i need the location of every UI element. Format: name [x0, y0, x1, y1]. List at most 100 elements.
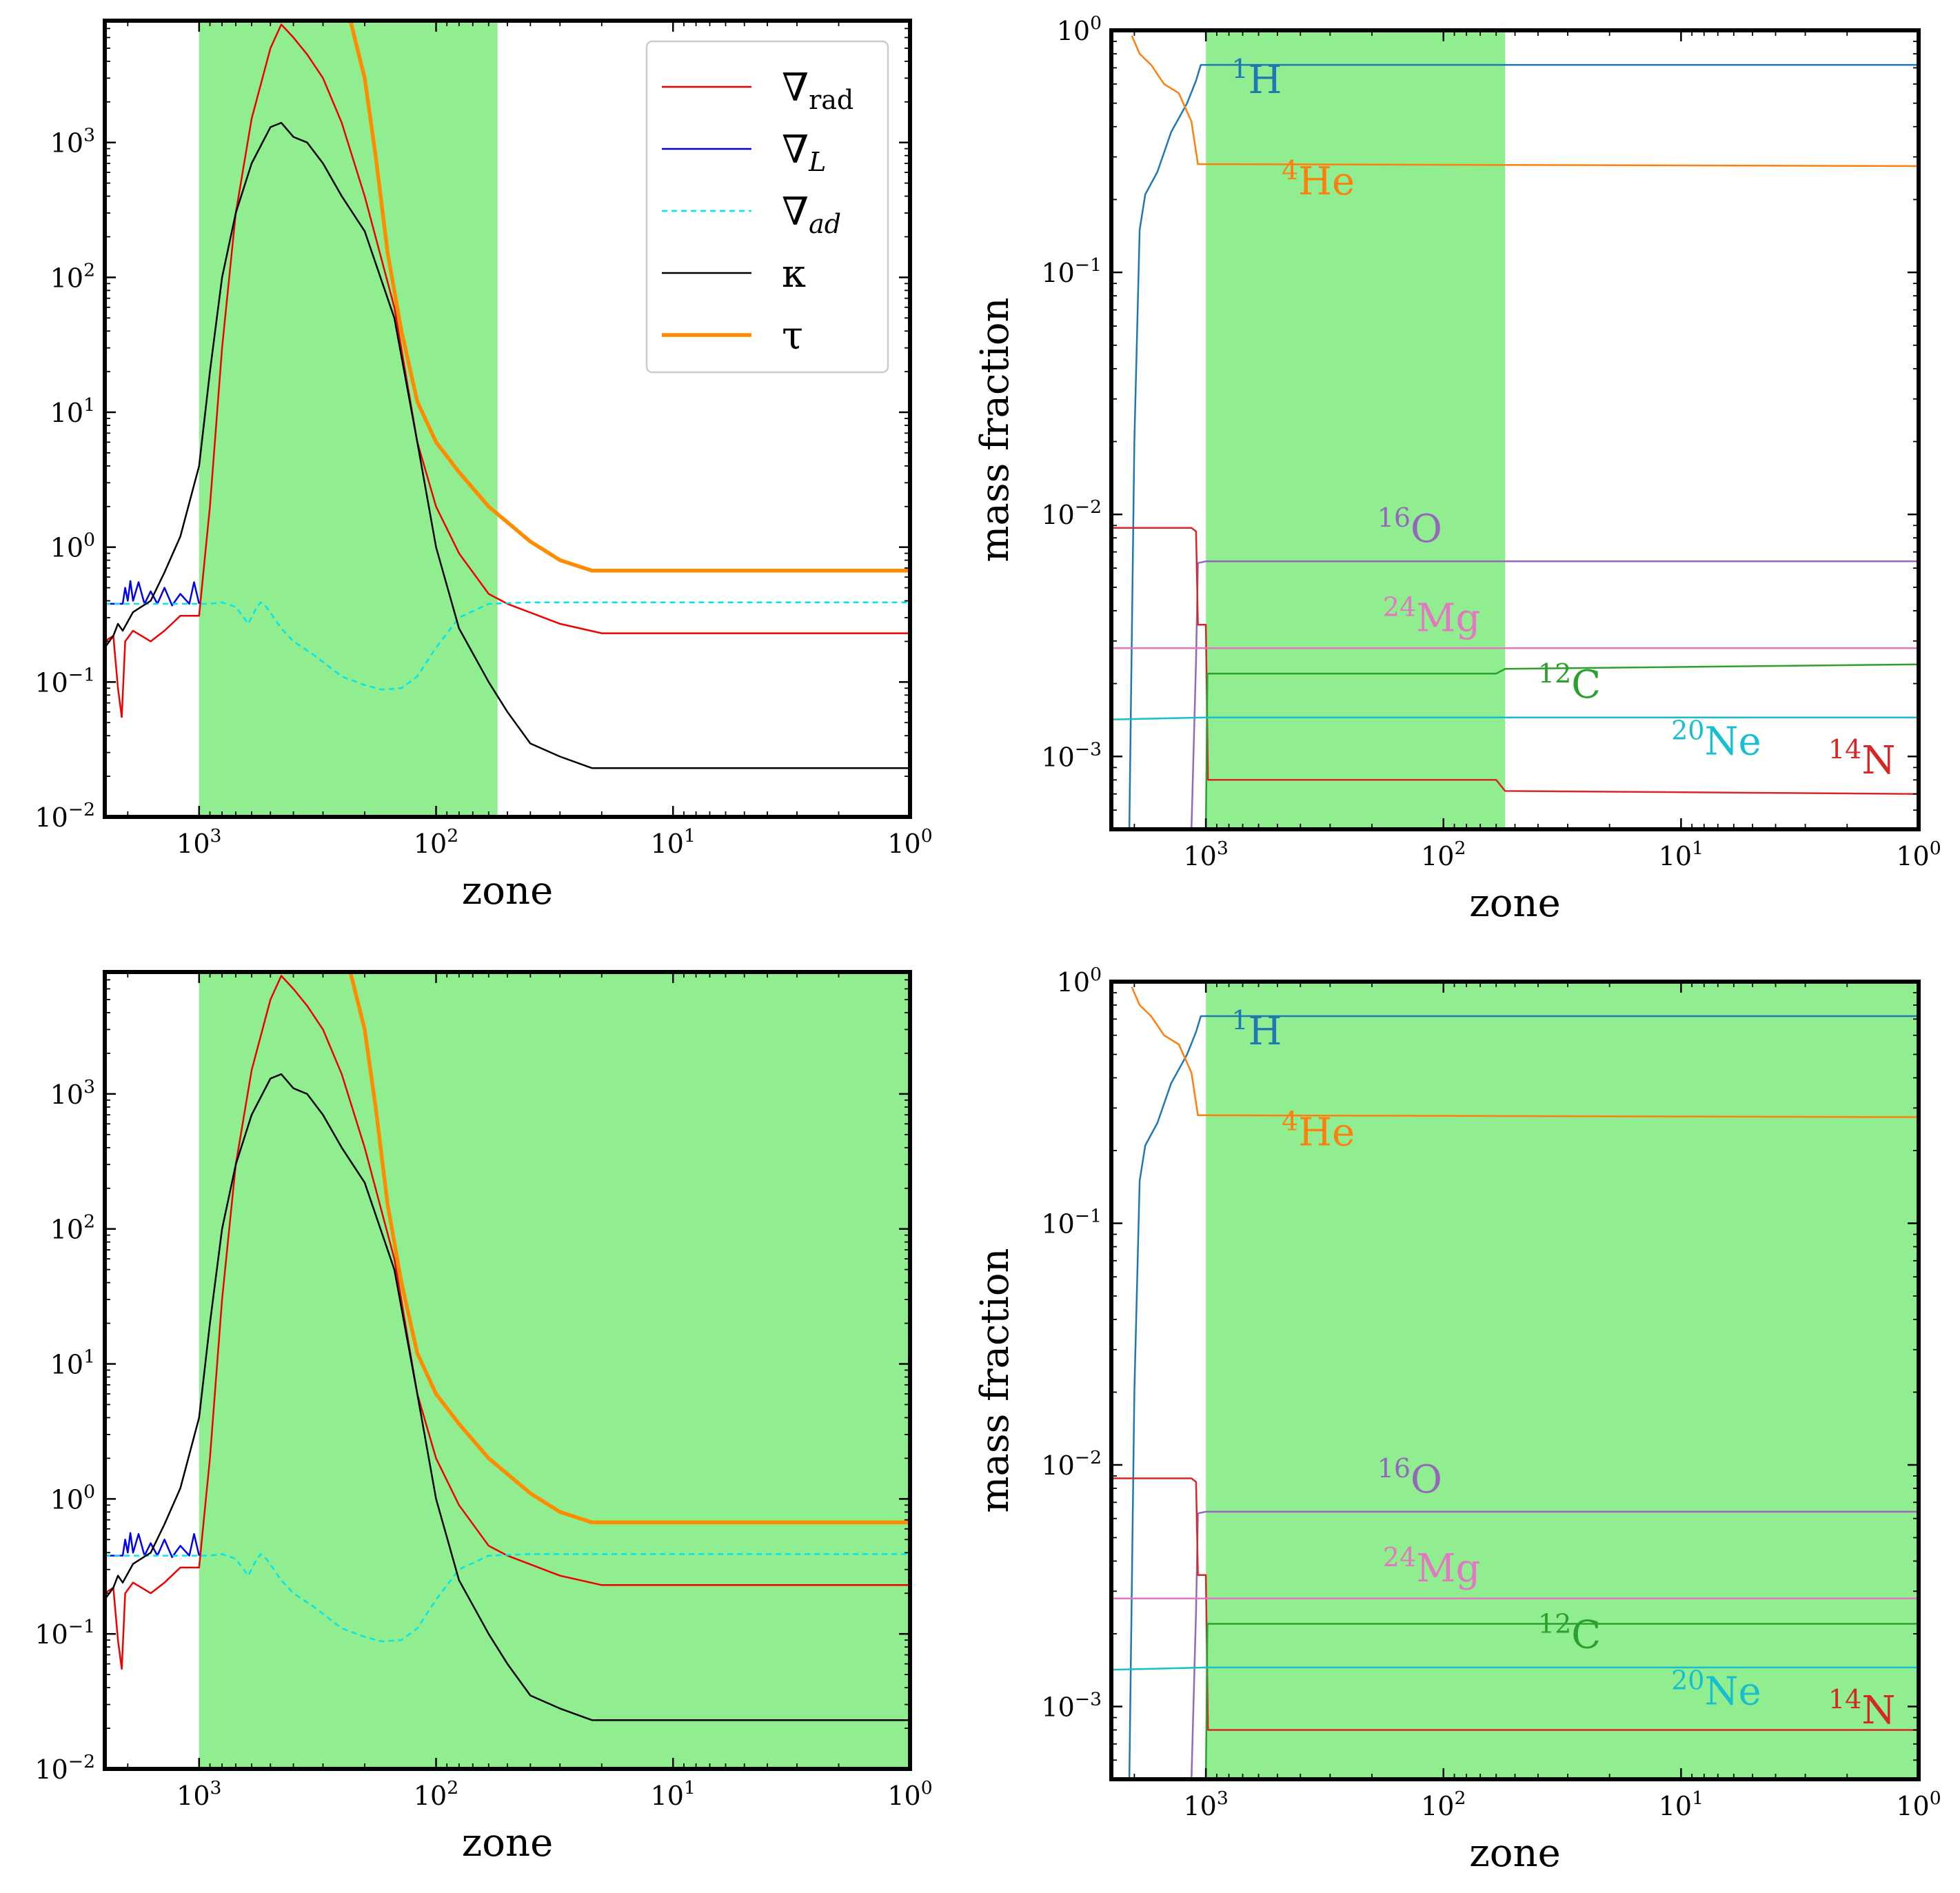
y-tick-label-exp: −1	[68, 664, 95, 685]
isotope-label: 16O	[1377, 1453, 1442, 1502]
isotope-mass-number: 16	[1377, 503, 1411, 533]
x-tick-label-base: 10	[1421, 1791, 1454, 1821]
isotope-label: 1H	[1231, 1005, 1282, 1054]
series-line	[1190, 560, 1919, 829]
x-tick-label-base: 10	[887, 829, 920, 859]
y-tick-label-base: 10	[1041, 258, 1074, 288]
isotope-symbol: C	[1571, 662, 1601, 707]
series-line	[1111, 1666, 1919, 1671]
y-tick-label-base: 10	[34, 667, 68, 698]
x-tick-label-exp: 1	[684, 1777, 696, 1799]
series-line	[1111, 1477, 1919, 1731]
x-tick-label: 101	[1659, 838, 1704, 871]
y-tick-label: 10−1	[34, 1616, 95, 1650]
legend-symbol: κ	[782, 252, 806, 296]
y-tick-label: 101	[50, 394, 95, 428]
x-tick-label: 103	[176, 1777, 221, 1811]
y-tick-label-base: 10	[1041, 742, 1074, 772]
y-tick-label-exp: −2	[68, 799, 95, 820]
isotope-mass-number: 14	[1828, 1684, 1861, 1714]
legend-entry: ∇rad	[782, 65, 853, 115]
isotope-mass-number: 1	[1231, 1005, 1248, 1035]
y-tick-label-base: 10	[34, 802, 68, 833]
series-line	[105, 23, 910, 718]
y-tick-label: 101	[50, 1346, 95, 1380]
y-tick-label-base: 10	[1041, 500, 1074, 530]
series-line	[1111, 716, 1919, 721]
series-line	[1131, 986, 1919, 1118]
series-line	[105, 975, 910, 1670]
y-tick-label-base: 10	[50, 1080, 83, 1110]
series-line	[348, 972, 910, 1525]
y-tick-label: 102	[50, 1211, 95, 1245]
isotope-symbol: N	[1861, 1688, 1895, 1733]
isotope-mass-number: 4	[1282, 1106, 1298, 1137]
x-tick-label-exp: 1	[1692, 1788, 1704, 1809]
shaded-region	[199, 21, 498, 817]
x-tick-label-base: 10	[1183, 1791, 1216, 1821]
legend-entry: κ	[782, 252, 806, 296]
isotope-mass-number: 24	[1383, 591, 1416, 622]
x-tick-label-base: 10	[1896, 1791, 1929, 1821]
y-tick-label: 10−3	[1041, 738, 1102, 772]
y-tick-label-exp: −1	[68, 1616, 95, 1637]
plot-area	[1111, 35, 1919, 829]
legend-symbol: τ	[782, 314, 803, 358]
legend-subscript: rad	[809, 85, 853, 115]
y-tick-label-exp: −2	[1075, 1447, 1102, 1468]
y-tick-label: 10−2	[1041, 496, 1102, 530]
legend-subscript: L	[808, 147, 826, 177]
series-line	[105, 1532, 201, 1559]
x-tick-label-exp: 0	[921, 825, 933, 847]
isotope-symbol: N	[1861, 738, 1895, 783]
x-axis-label: zone	[1469, 1831, 1560, 1876]
x-tick-label: 101	[651, 1777, 696, 1811]
isotope-label: 24Mg	[1383, 591, 1481, 640]
x-tick-label-base: 10	[1896, 841, 1929, 871]
x-tick-label: 103	[176, 825, 221, 859]
y-tick-label-base: 10	[50, 128, 83, 159]
isotope-label: 12C	[1538, 658, 1601, 707]
isotope-symbol: He	[1298, 1111, 1355, 1155]
y-tick-label-exp: 3	[83, 1076, 95, 1097]
y-tick-label: 10−2	[1041, 1447, 1102, 1481]
x-axis-label: zone	[462, 1821, 553, 1865]
series-line	[1128, 63, 1919, 829]
x-tick-label-base: 10	[176, 1781, 210, 1811]
y-tick-label: 100	[50, 529, 95, 563]
isotope-symbol: O	[1411, 507, 1442, 551]
y-tick-label-exp: 2	[83, 1211, 95, 1233]
series-line	[105, 1073, 910, 1721]
isotope-symbol: Ne	[1704, 1669, 1761, 1714]
x-tick-label-base: 10	[1421, 841, 1454, 871]
y-tick-label-exp: −2	[1075, 496, 1102, 518]
y-tick-label: 10−3	[1041, 1689, 1102, 1723]
y-axis-label: mass fraction	[973, 297, 1018, 562]
y-tick-label-base: 10	[34, 1619, 68, 1650]
y-tick-label-base: 10	[1057, 967, 1090, 998]
isotope-label: 24Mg	[1383, 1542, 1481, 1591]
series-line	[1204, 1623, 1919, 1779]
y-tick-label: 10−2	[34, 1751, 95, 1785]
y-tick-label-exp: 0	[83, 1481, 95, 1502]
x-tick-label-base: 10	[887, 1781, 920, 1811]
isotope-mass-number: 12	[1538, 658, 1571, 689]
y-tick-label-exp: −3	[1075, 1689, 1102, 1710]
legend-frame	[645, 40, 889, 374]
y-tick-label-base: 10	[34, 1754, 68, 1785]
series-line	[1190, 1510, 1919, 1779]
x-tick-label-base: 10	[651, 1781, 684, 1811]
x-tick-label: 102	[1421, 1788, 1466, 1821]
x-tick-label-exp: 2	[1454, 1788, 1466, 1809]
y-tick-label-base: 10	[50, 1215, 83, 1245]
series-line	[105, 580, 201, 607]
isotope-label: 14N	[1828, 1684, 1895, 1733]
isotope-mass-number: 20	[1671, 1665, 1704, 1695]
x-axis-label: zone	[1469, 881, 1560, 926]
y-tick-label: 103	[50, 125, 95, 159]
y-tick-label-exp: −1	[1075, 1206, 1102, 1227]
series-line	[348, 21, 910, 573]
